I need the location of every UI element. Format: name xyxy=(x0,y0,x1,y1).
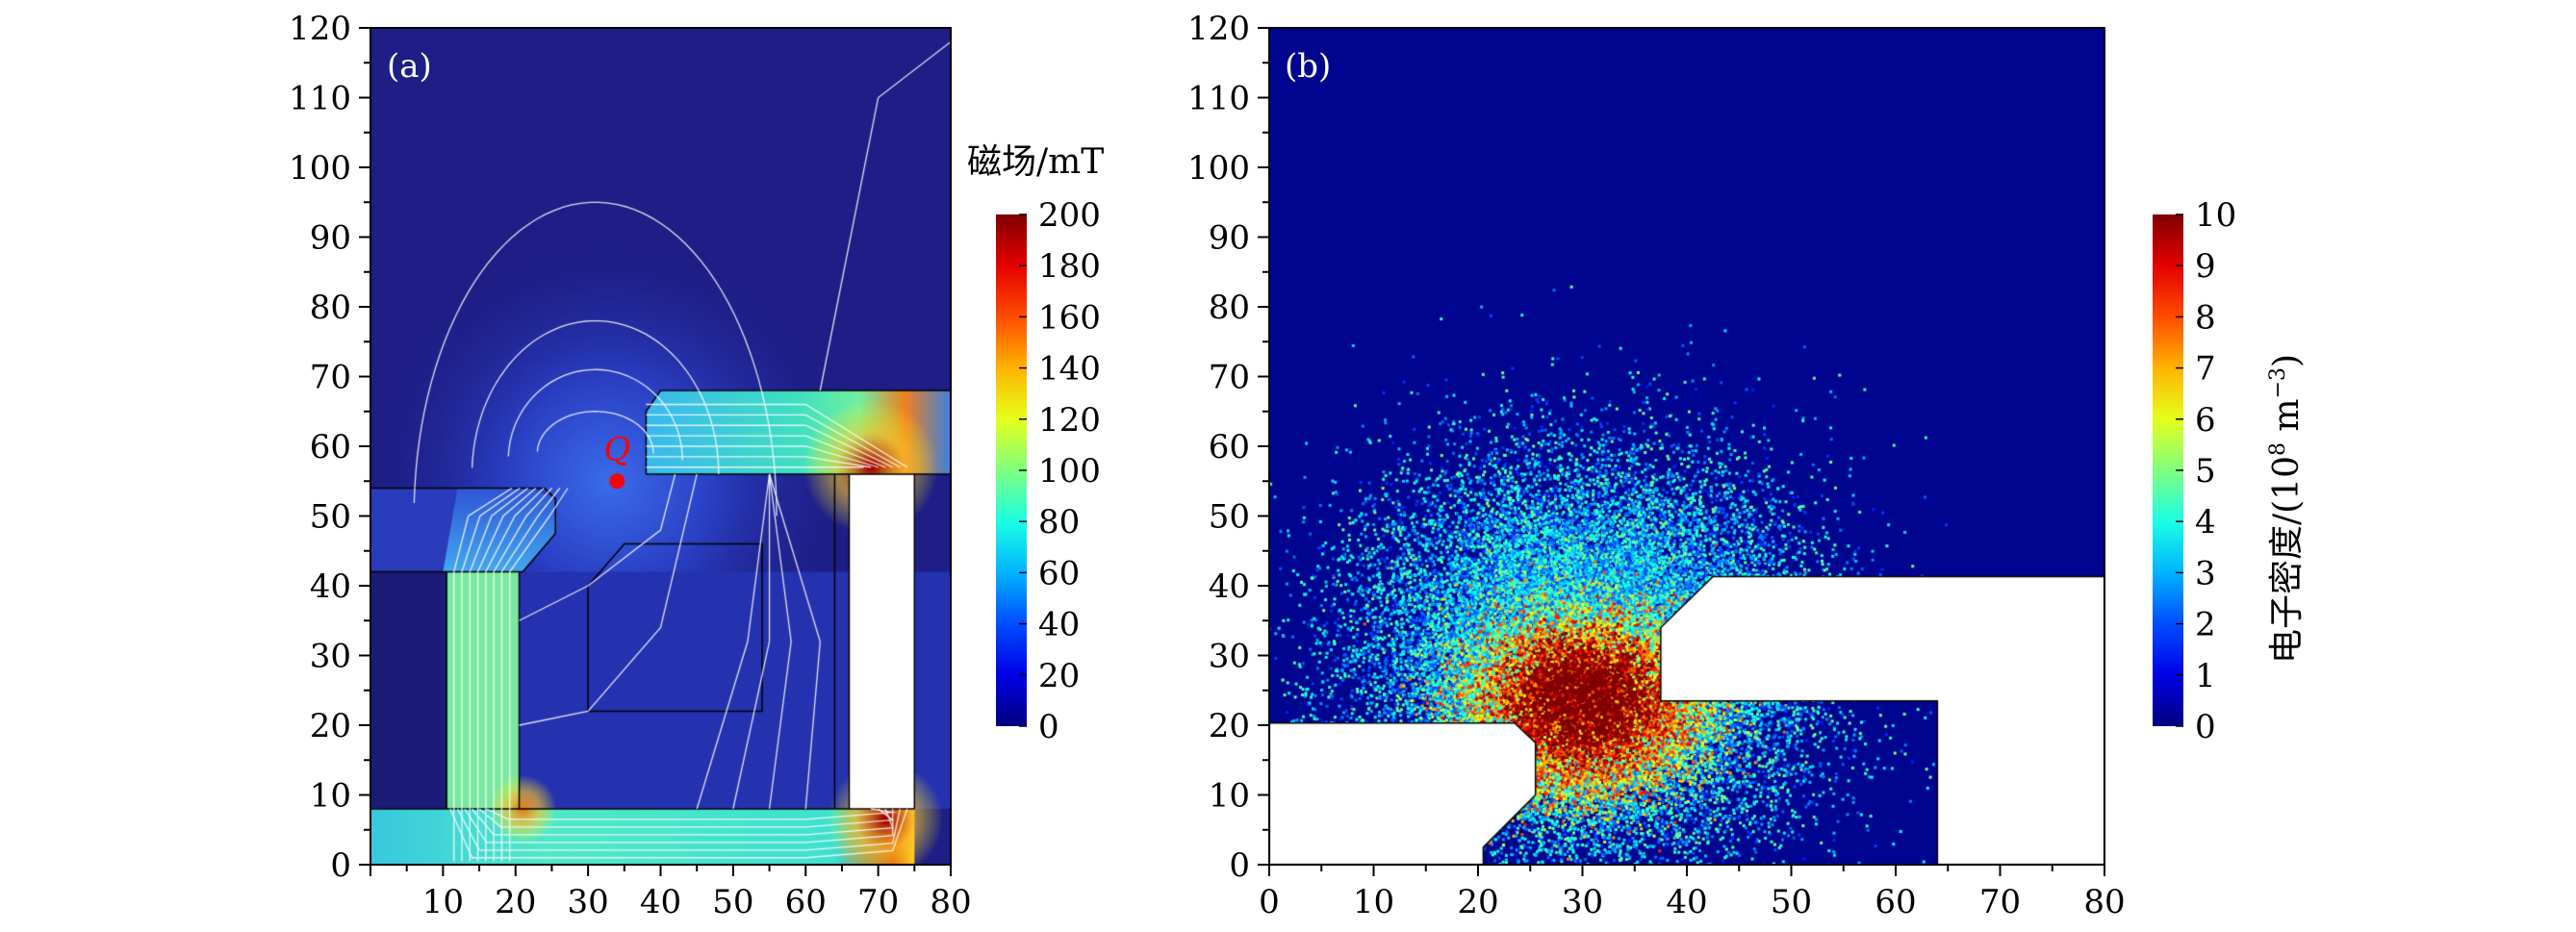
colorbar-tick-label: 7 xyxy=(2195,350,2216,389)
x-tick-label: 0 xyxy=(1259,883,1280,921)
y-tick-label: 0 xyxy=(1229,846,1250,885)
colorbar-tick-label: 200 xyxy=(1038,196,1101,235)
colorbar-b-title: 电子密度/(108 m−3) xyxy=(2266,354,2307,664)
y-tick-label: 120 xyxy=(1187,10,1250,48)
y-tick-label: 50 xyxy=(1209,498,1250,537)
x-tick-label: 20 xyxy=(1457,883,1498,921)
x-tick-label: 10 xyxy=(1353,883,1394,921)
colorbar-a-title: 磁场/mT xyxy=(967,142,1104,182)
x-tick-label: 50 xyxy=(1771,883,1812,921)
x-tick-label: 60 xyxy=(785,883,827,921)
colorbar-tick-label: 140 xyxy=(1038,350,1101,389)
colorbar-tick-label: 9 xyxy=(2195,247,2216,286)
x-tick-label: 40 xyxy=(640,883,681,921)
y-tick-label: 110 xyxy=(289,80,351,118)
electron-density-map xyxy=(1269,28,2104,865)
y-tick-label: 60 xyxy=(310,428,351,466)
x-tick-label: 80 xyxy=(930,883,971,921)
magnetic-field-map xyxy=(370,28,951,865)
colorbar-tick-label: 160 xyxy=(1038,298,1101,337)
x-tick-label: 60 xyxy=(1875,883,1916,921)
x-tick-label: 20 xyxy=(495,883,536,921)
colorbar-tick-label: 4 xyxy=(2195,503,2216,542)
colorbar-tick-label: 60 xyxy=(1038,554,1080,592)
x-tick-label: 40 xyxy=(1666,883,1707,921)
colorbar-tick-label: 100 xyxy=(1038,452,1101,491)
y-tick-label: 10 xyxy=(310,777,351,816)
x-tick-label: 30 xyxy=(567,883,608,921)
y-tick-label: 10 xyxy=(1209,777,1250,816)
point-q-label: Q xyxy=(603,430,630,468)
y-tick-label: 70 xyxy=(310,359,351,397)
colorbar-tick-label: 120 xyxy=(1038,401,1101,440)
y-tick-label: 20 xyxy=(1209,707,1250,745)
x-tick-label: 50 xyxy=(712,883,753,921)
colorbar-tick-label: 180 xyxy=(1038,247,1101,286)
panel-label-a: (a) xyxy=(387,47,432,86)
y-tick-label: 100 xyxy=(1187,149,1250,188)
colorbar-tick-label: 3 xyxy=(2195,554,2216,592)
colorbar-tick-label: 1 xyxy=(2195,657,2216,695)
colorbar-tick-label: 0 xyxy=(1038,708,1059,746)
y-tick-label: 60 xyxy=(1209,428,1250,466)
y-tick-label: 100 xyxy=(289,149,351,188)
y-tick-label: 0 xyxy=(330,846,351,885)
colorbar-tick-label: 5 xyxy=(2195,452,2216,491)
panel-label-b: (b) xyxy=(1285,47,1331,86)
x-tick-label: 30 xyxy=(1562,883,1603,921)
colorbar-tick-label: 80 xyxy=(1038,503,1080,542)
x-tick-label: 10 xyxy=(422,883,464,921)
colorbar-tick-label: 10 xyxy=(2195,196,2236,235)
y-tick-label: 20 xyxy=(310,707,351,745)
y-tick-label: 30 xyxy=(310,638,351,676)
colorbar-tick-label: 20 xyxy=(1038,657,1080,695)
plot-frame xyxy=(1268,27,2105,866)
colorbar-tick-label: 40 xyxy=(1038,606,1080,644)
panel-a: 0 10 20 30 40 50 60 70 80 90 100 110 120 10 20 30 40 50 60… xyxy=(289,10,1101,921)
y-tick-label: 40 xyxy=(310,567,351,606)
x-tick-label: 70 xyxy=(1979,883,2021,921)
y-tick-label: 30 xyxy=(1209,638,1250,676)
y-tick-label: 70 xyxy=(1209,359,1250,397)
y-tick-label: 120 xyxy=(289,10,351,48)
y-tick-label: 90 xyxy=(1209,219,1250,258)
y-tick-label: 40 xyxy=(1209,567,1250,606)
x-tick-label: 70 xyxy=(857,883,899,921)
colorbar-tick-label: 8 xyxy=(2195,298,2216,337)
y-tick-label: 80 xyxy=(310,289,351,327)
colorbar-tick-label: 6 xyxy=(2195,401,2216,440)
y-tick-label: 110 xyxy=(1187,80,1250,118)
y-tick-label: 80 xyxy=(1209,289,1250,327)
x-tick-label: 80 xyxy=(2083,883,2125,921)
plot-frame xyxy=(370,27,952,866)
colorbar-tick-label: 2 xyxy=(2195,606,2216,644)
y-tick-label: 50 xyxy=(310,498,351,537)
colorbar-tick-label: 0 xyxy=(2195,708,2216,746)
y-tick-label: 90 xyxy=(310,219,351,258)
